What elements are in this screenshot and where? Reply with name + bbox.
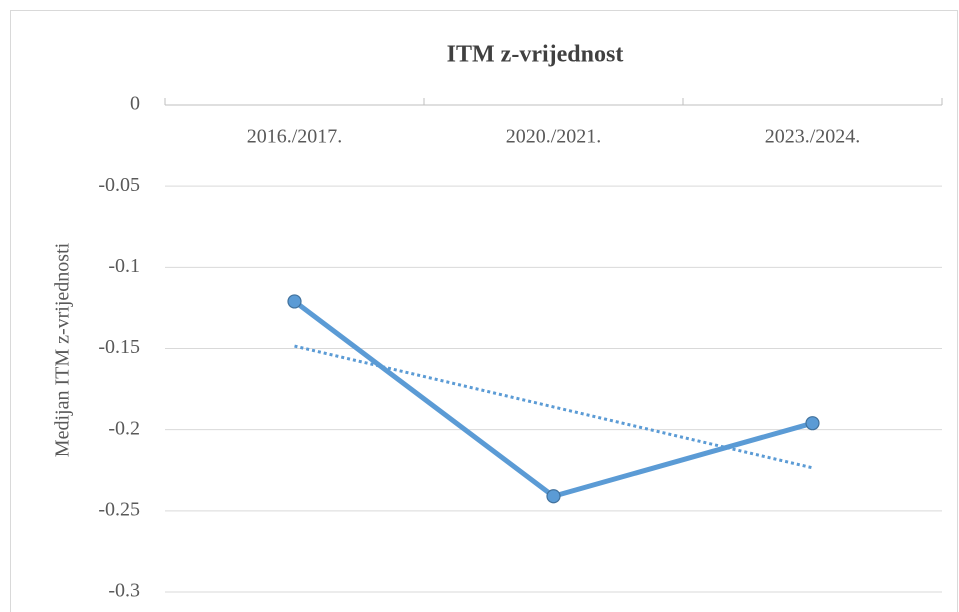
y-axis-label: Medijan ITM z-vrijednosti (52, 242, 74, 457)
y-tick-label: -0.3 (108, 580, 140, 602)
y-tick-label: -0.1 (108, 255, 140, 277)
point (546, 489, 561, 504)
y-tick-label: -0.05 (98, 174, 140, 196)
point (805, 416, 820, 431)
trendline (294, 344, 813, 470)
x-tick-label: 2016./2017. (247, 126, 343, 148)
y-tick-label: 0 (130, 93, 140, 115)
y-tick-label: -0.15 (98, 336, 140, 358)
point (287, 294, 302, 309)
x-tick-label: 2023./2024. (765, 126, 861, 148)
chart-frame (10, 10, 958, 612)
y-tick-label: -0.25 (98, 498, 140, 520)
x-tick-label: 2020./2021. (506, 126, 602, 148)
y-tick-label: -0.2 (108, 417, 140, 439)
chart-title: ITM z-vrijednost (447, 42, 624, 68)
